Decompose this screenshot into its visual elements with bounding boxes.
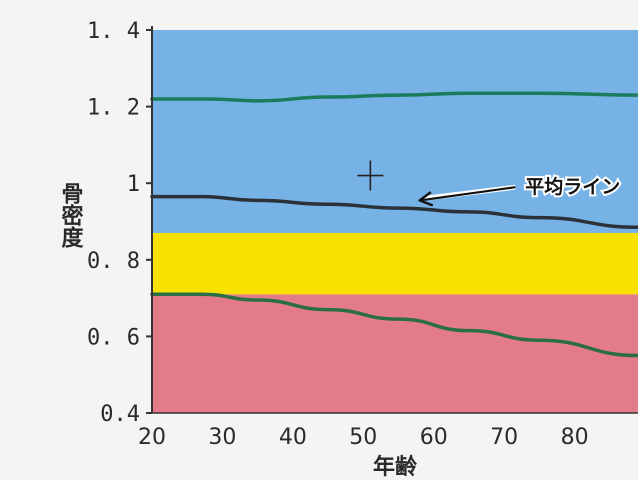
y-tick-label: 0.4: [100, 402, 140, 427]
series-upper-line: [150, 91, 638, 103]
series-lines: [150, 91, 638, 358]
y-axis-title: 骨密度: [58, 182, 84, 249]
band-1: [152, 232, 638, 295]
annotation-arrow: [419, 186, 516, 202]
band-2: [152, 30, 638, 233]
x-tick-label: 70: [490, 425, 518, 450]
axes: [146, 26, 638, 414]
y-tick-label: 0. 8: [87, 249, 140, 274]
annotation-label: 平均ライン: [525, 175, 620, 198]
x-tick-label: 50: [349, 425, 377, 450]
y-tick-label: 1: [127, 172, 140, 197]
x-axis-title: 年齢: [373, 454, 418, 480]
x-tick-label: 20: [138, 425, 166, 450]
x-tick-label: 60: [420, 425, 448, 450]
y-tick-label: 0. 6: [87, 325, 140, 350]
marker-plus: [357, 160, 384, 191]
tick-labels: 0.4 0. 6 0. 8 1 1. 2 1. 4 20 30 40 50 60 70 80: [87, 19, 589, 450]
y-tick-label: 1. 4: [87, 19, 140, 44]
x-tick-label: 80: [561, 425, 589, 450]
x-tick-label: 30: [208, 425, 236, 450]
band-0: [152, 294, 638, 413]
y-tick-label: 1. 2: [87, 96, 140, 121]
annotation-layer: 平均ライン: [418, 173, 622, 207]
classification-bands: [152, 30, 638, 413]
annotation-arrowhead: [418, 191, 434, 207]
marker-layer: [357, 160, 384, 191]
series-lower-line: [150, 292, 638, 358]
x-tick-label: 40: [279, 425, 307, 450]
series-average-line: [150, 194, 638, 229]
